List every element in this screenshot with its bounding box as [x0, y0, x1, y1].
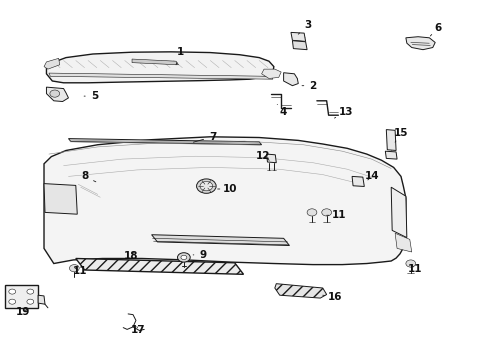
Text: 15: 15 [393, 128, 407, 142]
Circle shape [9, 289, 16, 294]
Circle shape [200, 181, 212, 191]
Text: 4: 4 [277, 104, 287, 117]
Polygon shape [151, 235, 289, 246]
Text: 12: 12 [255, 150, 270, 161]
Polygon shape [44, 184, 77, 214]
Text: 9: 9 [193, 250, 206, 260]
Circle shape [27, 299, 34, 304]
Text: 8: 8 [81, 171, 96, 182]
Circle shape [321, 209, 331, 216]
Text: 11: 11 [326, 210, 346, 220]
Polygon shape [266, 154, 276, 163]
Circle shape [27, 289, 34, 294]
Text: 3: 3 [298, 20, 311, 34]
Text: 10: 10 [217, 184, 237, 194]
Text: 18: 18 [123, 251, 138, 261]
Text: 11: 11 [407, 264, 421, 274]
Text: 13: 13 [334, 107, 352, 118]
Polygon shape [76, 258, 243, 274]
Polygon shape [5, 285, 38, 308]
Circle shape [50, 90, 60, 97]
Polygon shape [386, 130, 395, 150]
Text: 16: 16 [322, 292, 342, 302]
Circle shape [69, 265, 79, 272]
Polygon shape [394, 233, 411, 252]
Polygon shape [68, 139, 261, 145]
Circle shape [405, 260, 415, 267]
Polygon shape [261, 69, 281, 78]
Polygon shape [290, 32, 305, 41]
Text: 11: 11 [72, 266, 87, 276]
Text: 2: 2 [302, 81, 316, 91]
Text: 19: 19 [16, 307, 30, 318]
Polygon shape [274, 284, 326, 298]
Polygon shape [385, 151, 396, 159]
Polygon shape [44, 58, 60, 69]
Polygon shape [44, 137, 405, 265]
Polygon shape [292, 41, 306, 50]
Polygon shape [351, 176, 364, 186]
Circle shape [181, 255, 186, 260]
Polygon shape [405, 37, 434, 50]
Circle shape [196, 179, 216, 193]
Polygon shape [46, 52, 273, 83]
Circle shape [177, 253, 190, 262]
Text: 6: 6 [429, 23, 441, 36]
Polygon shape [38, 295, 45, 304]
Text: 1: 1 [176, 47, 184, 65]
Text: 5: 5 [84, 91, 98, 101]
Polygon shape [46, 87, 68, 102]
Polygon shape [390, 187, 406, 238]
Circle shape [306, 209, 316, 216]
Text: 14: 14 [364, 171, 378, 181]
Polygon shape [49, 73, 272, 79]
Polygon shape [132, 59, 178, 65]
Circle shape [9, 299, 16, 304]
Text: 7: 7 [193, 132, 216, 142]
Text: 17: 17 [131, 325, 145, 336]
Polygon shape [283, 73, 298, 86]
